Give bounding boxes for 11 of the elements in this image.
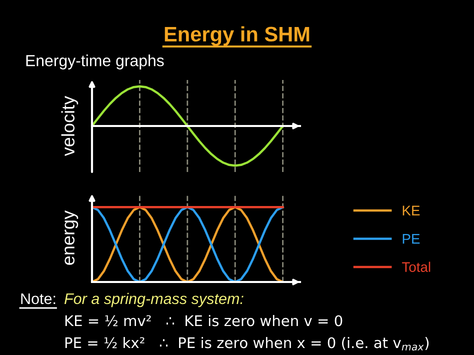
chart-subtitle: Energy-time graphs [26, 54, 164, 70]
text: KE = ½ mv² ∴ KE is zero when v = 0 [65, 314, 342, 326]
text: Note: [21, 293, 56, 304]
chart-title: Energy in SHM [164, 26, 310, 46]
legend-label: PE [402, 234, 420, 244]
text: PE = ½ kx² ∴ PE is zero when x = 0 (i.e. at v$_{max}$) [65, 336, 429, 351]
legend-label: KE [402, 206, 420, 216]
y-axis-title: energy [64, 210, 78, 265]
y-axis-title: velocity [61, 96, 78, 156]
legend-label: Total [402, 262, 430, 272]
text: For a spring-mass system: [64, 292, 244, 308]
